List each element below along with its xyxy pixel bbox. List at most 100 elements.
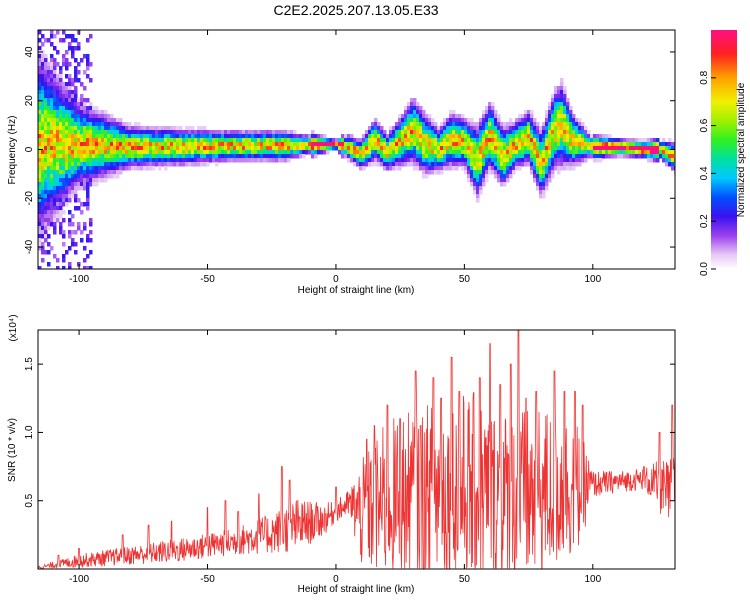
- heat-cell-2391: [530, 158, 534, 163]
- heat-cell-2479: [545, 166, 549, 171]
- heat-cell-230: [50, 150, 54, 155]
- heat-cell-1939: [443, 166, 447, 171]
- heat-cell-2007: [458, 154, 462, 159]
- heat-cell-1376: [263, 158, 267, 163]
- heat-cell-1029: [149, 150, 153, 155]
- heat-cell-2760: [611, 154, 615, 159]
- heat-cell-2016: [461, 138, 465, 143]
- heat-cell-483: [68, 138, 72, 143]
- heat-cell-2155: [485, 138, 489, 143]
- heat-cell-1040: [152, 150, 156, 155]
- heat-cell-84: [41, 162, 45, 167]
- heat-cell-1915: [440, 126, 444, 131]
- y-tick-label-0: -40: [24, 239, 35, 254]
- heat-cell-1854: [425, 154, 429, 159]
- heat-cell-2003: [458, 138, 462, 143]
- heat-cell-824: [101, 178, 105, 183]
- heat-cell-756: [92, 134, 96, 139]
- heat-cell-1640: [380, 134, 384, 139]
- heat-cell-2064: [470, 158, 474, 163]
- heat-cell-2800: [635, 154, 639, 159]
- heat-cell-2767: [617, 142, 621, 147]
- heat-cell-573: [74, 166, 78, 171]
- heat-cell-648: [80, 230, 84, 235]
- heat-cell-1246: [215, 154, 219, 159]
- heat-cell-664: [83, 142, 87, 147]
- heat-cell-1689: [395, 122, 399, 127]
- heat-cell-2701: [584, 150, 588, 155]
- heat-cell-731: [89, 138, 93, 143]
- heat-cell-2292: [509, 154, 513, 159]
- heat-cell-801: [98, 158, 102, 163]
- heat-cell-1648: [383, 130, 387, 135]
- heat-cell-2151: [485, 122, 489, 127]
- heat-cell-1366: [260, 150, 264, 155]
- heat-cell-1900: [434, 166, 438, 171]
- heat-cell-2206: [494, 126, 498, 131]
- heat-cell-892: [116, 126, 120, 131]
- heat-cell-2293: [509, 158, 513, 163]
- heat-cell-389: [62, 94, 66, 99]
- heat-cell-2049: [467, 162, 471, 167]
- heat-cell-419: [62, 230, 66, 235]
- heat-cell-2665: [575, 134, 579, 139]
- heat-cell-1816: [419, 126, 423, 131]
- heat-cell-2178: [488, 150, 492, 155]
- heat-cell-2601: [563, 122, 567, 127]
- snr-frame: [37, 329, 676, 570]
- heat-cell-978: [137, 122, 141, 127]
- heat-cell-1694: [395, 142, 399, 147]
- heat-cell-1979: [452, 154, 456, 159]
- heat-cell-1650: [383, 138, 387, 143]
- heat-cell-1364: [260, 142, 264, 147]
- heat-cell-1779: [413, 110, 417, 115]
- heat-cell-2718: [593, 138, 597, 143]
- heat-cell-1229: [209, 150, 213, 155]
- heat-cell-980: [137, 130, 141, 135]
- heat-cell-1056: [158, 130, 162, 135]
- heat-cell-299: [56, 62, 60, 67]
- heat-cell-1591: [365, 154, 369, 159]
- heat-cell-360: [59, 146, 63, 151]
- heat-cell-1653: [383, 150, 387, 155]
- heat-cell-1136: [179, 162, 183, 167]
- heat-cell-1696: [395, 150, 399, 155]
- heat-cell-2096: [476, 150, 480, 155]
- heat-cell-2352: [524, 114, 528, 119]
- heat-cell-2525: [551, 174, 555, 179]
- heat-cell-488: [68, 158, 72, 163]
- heat-cell-2047: [467, 154, 471, 159]
- heat-cell-1718: [401, 126, 405, 131]
- heat-cell-1798: [416, 118, 420, 123]
- heat-cell-1381: [266, 146, 270, 151]
- heat-cell-528: [71, 146, 75, 151]
- heat-cell-1516: [329, 142, 333, 147]
- heat-cell-952: [128, 158, 132, 163]
- heat-cell-2860: [668, 154, 672, 159]
- heat-cell-1464: [299, 146, 303, 151]
- heat-cell-2423: [536, 170, 540, 175]
- heat-cell-1567: [356, 162, 360, 167]
- heat-cell-403: [62, 150, 66, 155]
- heat-cell-2300: [512, 130, 516, 135]
- heat-cell-1380: [266, 142, 270, 147]
- heat-cell-1658: [386, 134, 390, 139]
- heat-cell-2072: [473, 126, 477, 131]
- heat-cell-1672: [389, 146, 393, 151]
- heat-cell-1213: [203, 158, 207, 163]
- heat-cell-2779: [623, 150, 627, 155]
- heat-cell-2791: [632, 138, 636, 143]
- heat-cell-270: [53, 130, 57, 135]
- heat-cell-2063: [470, 154, 474, 159]
- heat-cell-1828: [422, 114, 426, 119]
- heat-cell-128: [44, 134, 48, 139]
- heat-cell-1892: [434, 134, 438, 139]
- heat-cell-2488: [548, 114, 552, 119]
- heat-cell-2711: [590, 134, 594, 139]
- heat-cell-2802: [638, 142, 642, 147]
- heat-cell-1075: [161, 162, 165, 167]
- heat-cell-734: [89, 150, 93, 155]
- heat-cell-2528: [554, 94, 558, 99]
- heat-cell-716: [86, 238, 90, 243]
